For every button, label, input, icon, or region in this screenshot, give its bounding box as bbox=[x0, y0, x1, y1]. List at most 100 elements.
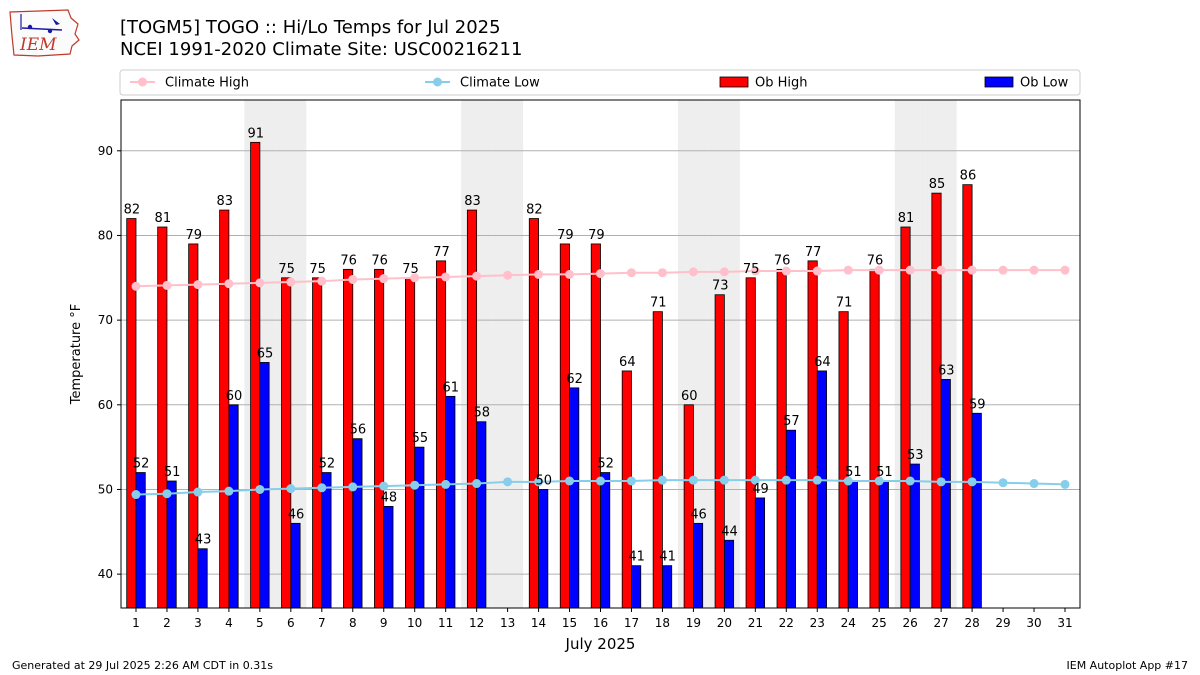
x-tick-label: 11 bbox=[438, 616, 453, 630]
climate-high-point bbox=[286, 277, 296, 287]
ob-low-bar bbox=[816, 370, 827, 609]
climate-high-point bbox=[998, 265, 1008, 275]
ob-high-label: 75 bbox=[278, 262, 295, 277]
climate-low-point bbox=[998, 478, 1008, 488]
ob-low-label: 64 bbox=[814, 355, 831, 370]
legend-label: Climate Low bbox=[460, 76, 540, 91]
ob-high-label: 60 bbox=[681, 389, 698, 404]
ob-low-label: 59 bbox=[969, 397, 986, 412]
x-tick-label: 14 bbox=[531, 616, 546, 630]
x-tick-label: 16 bbox=[593, 616, 608, 630]
ob-low-label: 46 bbox=[288, 507, 305, 522]
x-tick-label: 31 bbox=[1057, 616, 1072, 630]
ob-low-label: 52 bbox=[597, 457, 614, 472]
ob-low-bar bbox=[940, 378, 951, 609]
ob-low-label: 55 bbox=[412, 431, 429, 446]
climate-low-point bbox=[286, 484, 296, 494]
x-axis-label: July 2025 bbox=[565, 635, 636, 653]
ob-high-bar bbox=[745, 277, 756, 609]
ob-high-label: 81 bbox=[155, 211, 172, 226]
climate-high-point bbox=[936, 265, 946, 275]
ob-high-label: 91 bbox=[247, 126, 264, 141]
ob-high-label: 79 bbox=[557, 228, 574, 243]
ob-low-bar bbox=[197, 548, 208, 609]
ob-low-label: 44 bbox=[721, 524, 738, 539]
ob-high-bar bbox=[250, 141, 261, 609]
x-tick-label: 21 bbox=[748, 616, 763, 630]
ob-high-label: 85 bbox=[929, 177, 946, 192]
ob-high-label: 71 bbox=[836, 296, 853, 311]
ob-low-bar bbox=[290, 522, 301, 609]
svg-text:IEM: IEM bbox=[19, 35, 57, 55]
climate-high-point bbox=[626, 268, 636, 278]
ob-high-label: 75 bbox=[402, 262, 419, 277]
ob-low-label: 41 bbox=[659, 550, 676, 565]
chart-title: [TOGM5] TOGO :: Hi/Lo Temps for Jul 2025 bbox=[120, 17, 501, 38]
ob-low-label: 56 bbox=[350, 423, 367, 438]
x-tick-label: 26 bbox=[903, 616, 918, 630]
ob-high-label: 79 bbox=[588, 228, 605, 243]
x-tick-label: 1 bbox=[132, 616, 140, 630]
x-tick-label: 23 bbox=[810, 616, 825, 630]
climate-high-point bbox=[812, 266, 822, 276]
climate-high-point bbox=[162, 280, 172, 290]
ob-high-bar bbox=[126, 218, 137, 609]
climate-high-point bbox=[441, 272, 451, 282]
ob-high-bar bbox=[281, 277, 292, 609]
x-tick-label: 12 bbox=[469, 616, 484, 630]
ob-high-bar bbox=[559, 243, 570, 609]
ob-low-bar bbox=[321, 472, 332, 609]
x-tick-label: 24 bbox=[841, 616, 856, 630]
climate-low-point bbox=[317, 483, 327, 493]
weekend-band bbox=[492, 100, 524, 608]
x-tick-label: 27 bbox=[933, 616, 948, 630]
x-tick-label: 29 bbox=[995, 616, 1010, 630]
y-tick-label: 40 bbox=[98, 567, 113, 581]
climate-low-point bbox=[441, 479, 451, 489]
legend-box bbox=[119, 69, 1081, 96]
climate-high-point bbox=[534, 269, 544, 279]
legend-marker bbox=[433, 77, 442, 87]
climate-low-point bbox=[750, 475, 760, 485]
ob-low-bar bbox=[166, 480, 177, 609]
climate-low-point bbox=[224, 486, 234, 496]
climate-high-point bbox=[565, 269, 575, 279]
ob-low-label: 52 bbox=[319, 457, 336, 472]
ob-low-bar bbox=[352, 438, 363, 609]
ob-high-bar bbox=[188, 243, 199, 609]
ob-low-label: 60 bbox=[226, 389, 243, 404]
ob-low-bar bbox=[693, 522, 704, 609]
climate-high-point bbox=[596, 269, 605, 279]
ob-high-label: 79 bbox=[186, 228, 203, 243]
climate-low-point bbox=[688, 475, 698, 485]
ob-high-bar bbox=[869, 268, 880, 609]
climate-high-point bbox=[224, 279, 234, 289]
ob-low-bar bbox=[754, 497, 766, 609]
climate-low-point bbox=[874, 476, 884, 486]
climate-low-point bbox=[843, 476, 853, 486]
footer-generated: Generated at 29 Jul 2025 2:26 AM CDT in … bbox=[12, 659, 273, 672]
legend-label: Climate High bbox=[165, 76, 249, 91]
climate-high-point bbox=[472, 271, 482, 281]
ob-high-bar bbox=[838, 311, 849, 609]
ob-low-bar bbox=[476, 421, 487, 609]
ob-low-label: 50 bbox=[535, 473, 552, 488]
x-tick-label: 10 bbox=[407, 616, 422, 630]
x-tick-label: 3 bbox=[194, 616, 202, 630]
ob-high-label: 77 bbox=[805, 245, 822, 260]
ob-high-label: 76 bbox=[867, 253, 884, 268]
ob-low-label: 48 bbox=[381, 490, 398, 505]
ob-high-label: 76 bbox=[371, 253, 388, 268]
ob-high-label: 75 bbox=[743, 262, 760, 277]
ob-high-bar bbox=[590, 243, 601, 609]
climate-low-point bbox=[131, 490, 141, 500]
ob-high-label: 76 bbox=[774, 253, 791, 268]
ob-high-label: 73 bbox=[712, 279, 729, 294]
ob-low-label: 41 bbox=[628, 550, 645, 565]
ob-high-label: 75 bbox=[309, 262, 326, 277]
climate-high-point bbox=[410, 273, 420, 283]
ob-high-label: 64 bbox=[619, 355, 636, 370]
ob-high-bar bbox=[343, 268, 354, 609]
